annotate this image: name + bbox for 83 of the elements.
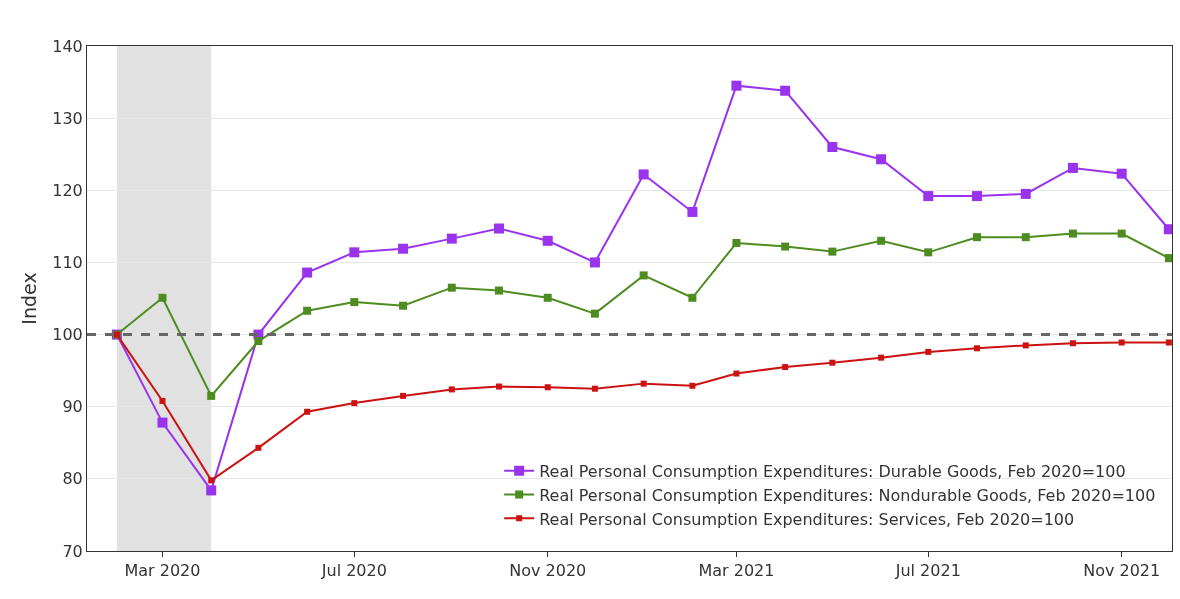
- point: [972, 191, 983, 202]
- point: [688, 293, 697, 302]
- point: [303, 306, 312, 315]
- x-tick-label: Nov 2021: [1083, 561, 1161, 581]
- point: [350, 298, 359, 307]
- x-tick-label: Jul 2020: [320, 561, 387, 581]
- x-tick-label: Nov 2020: [509, 561, 587, 581]
- point: [349, 247, 360, 258]
- point: [207, 391, 216, 400]
- y-tick-label: 70: [62, 541, 83, 561]
- point: [206, 485, 217, 496]
- point: [1068, 229, 1077, 238]
- legend-label: Real Personal Consumption Expenditures: Nondurable Goods, Feb 2020=100: [539, 485, 1156, 505]
- point: [493, 223, 504, 234]
- point: [543, 293, 552, 302]
- y-tick-label: 130: [52, 108, 83, 128]
- point: [302, 267, 313, 278]
- point: [876, 154, 887, 165]
- point: [828, 247, 837, 256]
- point: [640, 380, 647, 387]
- point: [398, 243, 409, 254]
- point: [544, 384, 551, 391]
- point: [780, 85, 791, 96]
- point: [447, 283, 456, 292]
- point: [782, 364, 789, 371]
- point: [448, 386, 455, 393]
- point: [1163, 224, 1172, 235]
- point: [731, 80, 742, 91]
- point: [590, 309, 599, 318]
- point: [304, 408, 311, 415]
- point: [400, 392, 407, 399]
- point: [208, 477, 215, 484]
- point: [254, 337, 263, 346]
- point: [589, 257, 600, 268]
- point: [542, 235, 553, 246]
- point: [495, 383, 502, 390]
- point: [1117, 229, 1126, 238]
- point: [925, 348, 932, 355]
- point: [1020, 188, 1031, 199]
- point: [878, 354, 885, 361]
- point: [1164, 254, 1172, 263]
- point: [159, 397, 166, 404]
- point: [158, 293, 167, 302]
- point: [1116, 168, 1127, 179]
- point: [877, 236, 886, 245]
- point: [1021, 233, 1030, 242]
- point: [973, 233, 982, 242]
- x-tick-label: Mar 2021: [698, 561, 775, 581]
- legend-label: Real Personal Consumption Expenditures: Durable Goods, Feb 2020=100: [539, 461, 1126, 481]
- legend-label: Real Personal Consumption Expenditures: Services, Feb 2020=100: [539, 509, 1075, 529]
- point: [351, 400, 358, 407]
- y-tick-label: 120: [52, 180, 83, 200]
- y-tick-label: 110: [52, 253, 83, 273]
- y-tick-label: 90: [62, 397, 83, 417]
- point: [733, 370, 740, 377]
- y-tick-label: 80: [62, 469, 83, 489]
- point: [1118, 339, 1125, 346]
- point: [924, 248, 933, 257]
- point: [781, 242, 790, 251]
- point: [829, 359, 836, 366]
- point: [639, 271, 648, 280]
- x-tick-label: Mar 2020: [124, 561, 201, 581]
- y-axis-title: Index: [18, 272, 41, 325]
- point: [923, 191, 934, 202]
- point: [591, 385, 598, 392]
- point: [827, 142, 838, 152]
- point: [1022, 342, 1029, 349]
- point: [399, 301, 408, 310]
- point: [1067, 162, 1078, 173]
- point: [255, 444, 262, 451]
- x-tick-label: Jul 2021: [894, 561, 961, 581]
- y-tick-label: 100: [52, 325, 83, 345]
- point: [157, 417, 168, 428]
- point: [687, 206, 698, 217]
- point: [494, 286, 503, 295]
- point: [974, 345, 981, 352]
- point: [1165, 339, 1172, 346]
- point: [1069, 340, 1076, 347]
- point: [732, 238, 741, 247]
- point: [638, 169, 649, 180]
- y-tick-label: 140: [52, 36, 83, 56]
- point: [446, 233, 457, 244]
- point: [689, 382, 696, 389]
